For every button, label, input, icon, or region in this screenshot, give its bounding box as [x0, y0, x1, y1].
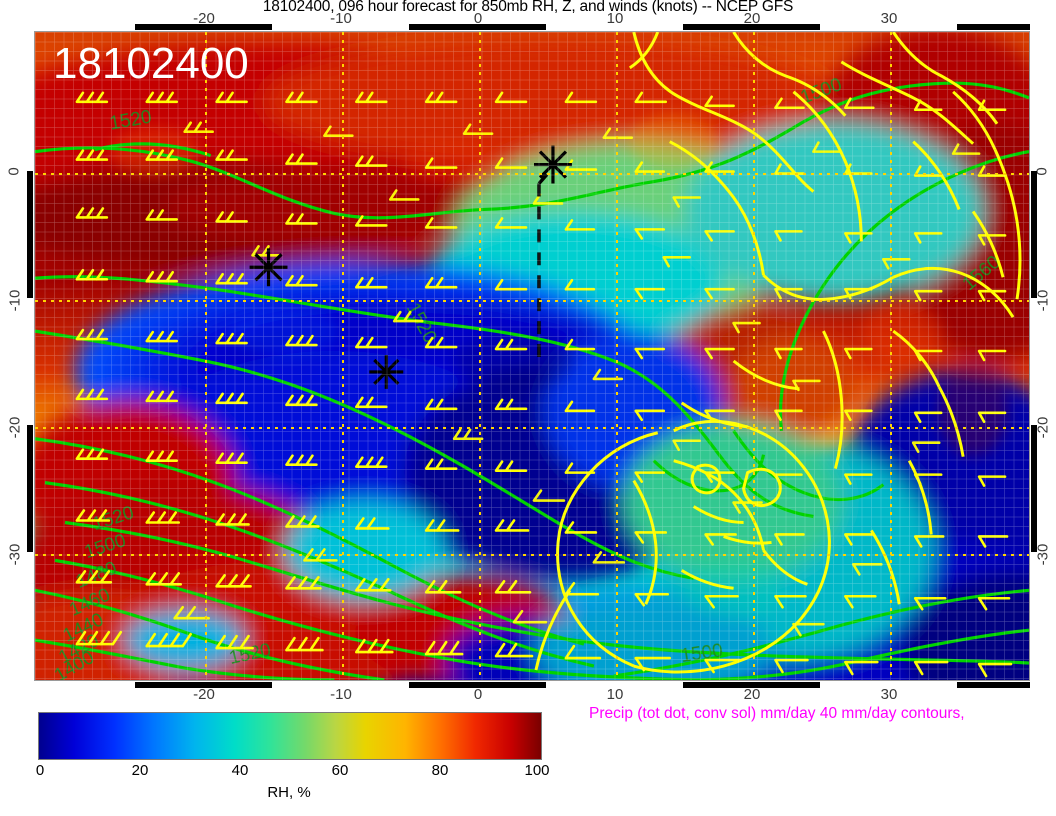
axis-tickbar-top — [135, 24, 272, 30]
axis-tickbar-right — [1031, 171, 1037, 298]
graticule-lon-m10 — [342, 32, 344, 680]
y-tick-left-3: -30 — [6, 543, 24, 566]
x-tick-bottom-5: 30 — [880, 686, 898, 703]
x-tick-top-3: 10 — [606, 10, 624, 27]
graticule-lat-m10 — [35, 300, 1029, 302]
axis-tickbar-bottom — [409, 682, 546, 688]
axis-tickbar-bottom — [957, 682, 1030, 688]
colorbar-title: RH, % — [267, 784, 311, 801]
x-tick-bottom-2: 0 — [473, 686, 483, 703]
rh-colorbar — [38, 712, 542, 760]
x-tick-bottom-3: 10 — [606, 686, 624, 703]
wind-barb-layer — [75, 91, 1013, 678]
colorbar-tick-1: 20 — [131, 762, 149, 779]
axis-tickbar-top — [683, 24, 820, 30]
graticule-lat-m20 — [35, 427, 1029, 429]
graticule-lat-m30 — [35, 554, 1029, 556]
y-tick-left-0: 0 — [5, 167, 23, 176]
axis-tickbar-left — [27, 171, 33, 298]
colorbar-tick-4: 80 — [431, 762, 449, 779]
x-tick-top-1: -10 — [330, 10, 352, 27]
x-tick-top-4: 20 — [743, 10, 761, 27]
station-marker-asterisk — [249, 248, 288, 287]
colorbar-tick-3: 60 — [331, 762, 349, 779]
colorbar-tick-2: 40 — [231, 762, 249, 779]
graticule-lon-10 — [616, 32, 618, 680]
graticule-lat-0 — [35, 173, 1029, 175]
x-tick-bottom-4: 20 — [743, 686, 761, 703]
y-tick-left-1: -10 — [6, 289, 24, 312]
station-marker-asterisk — [533, 145, 572, 184]
rh-field-layer: 1520 1500 1480 1460 1440 1420 1400 1520 … — [35, 32, 1029, 680]
graticule-lon-30 — [890, 32, 892, 680]
x-tick-top-0: -20 — [193, 10, 215, 27]
rh-heatmap-canvas[interactable]: 1520 1500 1480 1460 1440 1420 1400 1520 … — [34, 31, 1030, 681]
x-tick-top-5: 30 — [880, 10, 898, 27]
page-title: 18102400, 096 hour forecast for 850mb RH… — [262, 0, 794, 15]
x-tick-top-2: 0 — [473, 10, 483, 27]
precip-caption: Precip (tot dot, conv sol) mm/day 40 mm/… — [589, 705, 965, 722]
axis-tickbar-right — [1031, 425, 1037, 552]
x-tick-bottom-1: -10 — [330, 686, 352, 703]
y-tick-left-2: -20 — [6, 416, 24, 439]
date-stamp: 18102400 — [53, 39, 249, 88]
axis-tickbar-top — [409, 24, 546, 30]
x-tick-bottom-0: -20 — [193, 686, 215, 703]
axis-tickbar-bottom — [683, 682, 820, 688]
station-marker-layer — [249, 145, 572, 389]
axis-tickbar-top — [34, 24, 135, 30]
model-grid-overlay — [35, 32, 1029, 680]
axis-tickbar-bottom — [135, 682, 272, 688]
graticule-lon-20 — [753, 32, 755, 680]
coastline-border-layer — [534, 32, 1022, 674]
colorbar-tick-5: 100 — [524, 762, 550, 779]
graticule-lon-0 — [479, 32, 481, 680]
axis-tickbar-top — [957, 24, 1030, 30]
axis-tickbar-left — [27, 425, 33, 552]
map-plot-area[interactable]: 1520 1500 1480 1460 1440 1420 1400 1520 … — [27, 24, 1037, 688]
graticule-lon-m20 — [205, 32, 207, 680]
colorbar-tick-0: 0 — [35, 762, 45, 779]
station-marker-asterisk — [369, 355, 404, 389]
